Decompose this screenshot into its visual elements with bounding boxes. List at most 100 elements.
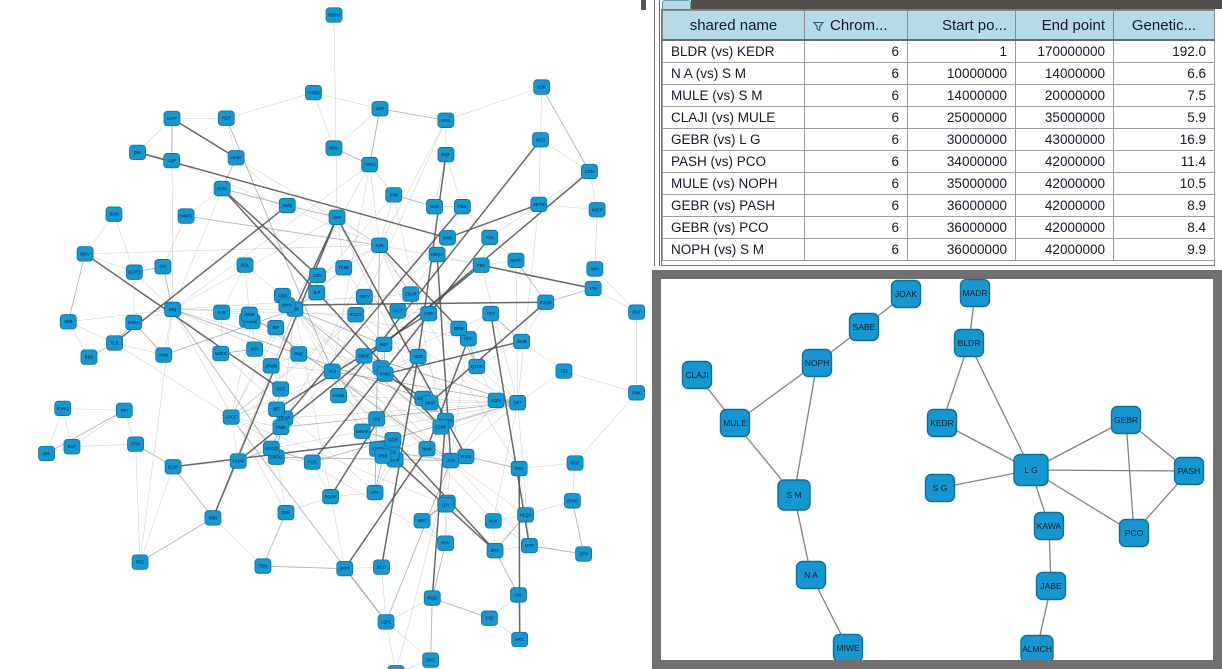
network-node[interactable]: HXC — [511, 631, 529, 648]
network-edge[interactable] — [793, 362, 818, 496]
network-edge[interactable] — [1125, 419, 1135, 534]
network-edge[interactable] — [384, 340, 522, 375]
network-edge[interactable] — [563, 370, 637, 394]
network-node[interactable]: XBB — [59, 314, 77, 330]
network-edge[interactable] — [481, 264, 594, 290]
network-edge[interactable] — [312, 402, 518, 463]
network-edge[interactable] — [594, 268, 637, 313]
network-edge[interactable] — [538, 139, 541, 205]
network-node[interactable]: JVO — [442, 452, 460, 469]
network-node[interactable]: UNY — [371, 101, 389, 117]
table-cell[interactable]: 25000000 — [907, 106, 1016, 129]
table-cell[interactable]: GEBR (vs) PASH — [662, 194, 805, 217]
network-edge[interactable] — [139, 517, 214, 563]
network-edge[interactable] — [445, 86, 542, 121]
network-node[interactable]: KAWA — [1033, 511, 1065, 541]
network-node[interactable]: TZX — [555, 363, 573, 379]
network-node[interactable]: PRB — [374, 448, 392, 464]
table-cell[interactable]: 6.6 — [1113, 62, 1215, 85]
network-edge[interactable] — [114, 342, 232, 418]
network-node[interactable]: ARKU — [361, 156, 379, 173]
network-node[interactable]: RFI — [115, 402, 133, 419]
network-edge[interactable] — [294, 308, 392, 453]
network-edge[interactable] — [172, 466, 214, 519]
network-node[interactable]: NOPH — [801, 348, 833, 378]
network-edge[interactable] — [517, 204, 540, 403]
network-node[interactable]: WZIP — [588, 202, 606, 218]
network-edge[interactable] — [538, 171, 590, 205]
network-edge[interactable] — [445, 154, 463, 207]
table-row[interactable]: N A (vs) S M 6 10000000 14000000 6.6 — [662, 62, 1215, 85]
table-cell[interactable]: PASH (vs) PCO — [662, 150, 805, 173]
table-row[interactable]: CLAJI (vs) MULE 6 25000000 35000000 5.9 — [662, 106, 1215, 129]
network-edge[interactable] — [221, 188, 319, 277]
table-cell[interactable]: 36000000 — [907, 194, 1016, 217]
network-node[interactable]: XQOF — [322, 488, 339, 505]
network-node[interactable]: ERX — [127, 436, 144, 452]
network-edge[interactable] — [429, 301, 547, 404]
network-node[interactable]: PJWQ — [54, 400, 72, 417]
network-node[interactable]: S M — [777, 479, 811, 511]
network-node[interactable]: ZVMR — [125, 314, 143, 331]
column-header-genetic[interactable]: Genetic... — [1113, 10, 1215, 41]
network-node[interactable]: UUI — [368, 411, 386, 427]
network-node[interactable]: RBPN — [325, 7, 343, 23]
network-node[interactable]: GEBR — [1110, 405, 1142, 435]
network-node[interactable]: MIH — [586, 261, 604, 277]
network-node[interactable]: DOTO — [125, 264, 143, 280]
table-cell[interactable]: 10.5 — [1113, 172, 1215, 195]
network-node[interactable]: QVPG — [387, 665, 405, 669]
network-node[interactable]: FCN — [303, 454, 321, 470]
network-node[interactable]: WVTC — [507, 252, 525, 269]
network-node[interactable]: DIK — [129, 144, 146, 161]
network-edge[interactable] — [271, 365, 333, 372]
network-node[interactable]: KEDR — [926, 408, 958, 438]
network-node[interactable]: DYZ — [422, 652, 440, 668]
network-node[interactable]: PNK — [628, 385, 645, 401]
network-node[interactable]: CXR — [420, 305, 438, 322]
network-edge[interactable] — [172, 217, 338, 310]
network-node[interactable]: YJN — [371, 237, 388, 253]
network-edge[interactable] — [230, 321, 253, 418]
network-edge[interactable] — [262, 565, 345, 570]
network-edge[interactable] — [262, 512, 287, 567]
table-cell[interactable]: 170000000 — [1015, 39, 1114, 63]
network-node[interactable]: CAQQ — [305, 84, 322, 101]
network-node[interactable]: IBP — [267, 319, 285, 336]
network-node[interactable]: WNHK — [353, 423, 371, 439]
network-edge[interactable] — [379, 245, 412, 295]
network-node[interactable]: JPWB — [262, 358, 280, 374]
network-node[interactable]: BRM — [450, 320, 468, 337]
network-node[interactable]: KXN — [155, 347, 173, 363]
network-node[interactable]: FIQ — [481, 610, 498, 626]
network-edge[interactable] — [329, 356, 419, 498]
network-node[interactable]: FKC — [472, 257, 490, 273]
network-edge[interactable] — [284, 206, 463, 419]
table-cell[interactable]: CLAJI (vs) MULE — [662, 106, 805, 129]
network-edge[interactable] — [139, 466, 174, 563]
network-edge[interactable] — [355, 314, 518, 403]
network-node[interactable]: FDS — [453, 199, 471, 215]
network-node[interactable]: KRQX — [428, 246, 446, 263]
table-cell[interactable]: 14000000 — [1015, 62, 1114, 85]
table-cell[interactable]: 42000000 — [1015, 238, 1114, 261]
network-edge[interactable] — [294, 308, 494, 522]
network-node[interactable]: XRY — [246, 341, 264, 357]
network-edge[interactable] — [311, 236, 491, 463]
network-node[interactable]: BLDR — [953, 328, 985, 358]
network-node[interactable]: UATF — [163, 110, 181, 127]
network-edge[interactable] — [968, 342, 1032, 471]
network-node[interactable]: CFCF — [222, 409, 240, 425]
network-edge[interactable] — [493, 402, 518, 521]
network-node[interactable]: OCF — [272, 381, 290, 397]
network-node[interactable]: QKT — [509, 395, 527, 411]
network-node[interactable]: MYN — [278, 297, 296, 313]
table-row[interactable]: GEBR (vs) PASH 6 36000000 42000000 8.9 — [662, 194, 1215, 217]
filtered-network-canvas[interactable]: JOAK SABE MADR BLDR NOPH CLAJI MULE KEDR GEBR L G… — [661, 279, 1213, 660]
network-node[interactable]: JSJB — [513, 333, 530, 350]
network-edge[interactable] — [369, 164, 380, 246]
network-node[interactable]: JABE — [1035, 571, 1067, 601]
table-cell[interactable]: 6 — [804, 39, 908, 63]
network-node[interactable]: IZYF — [521, 537, 538, 554]
network-edge[interactable] — [71, 443, 136, 447]
